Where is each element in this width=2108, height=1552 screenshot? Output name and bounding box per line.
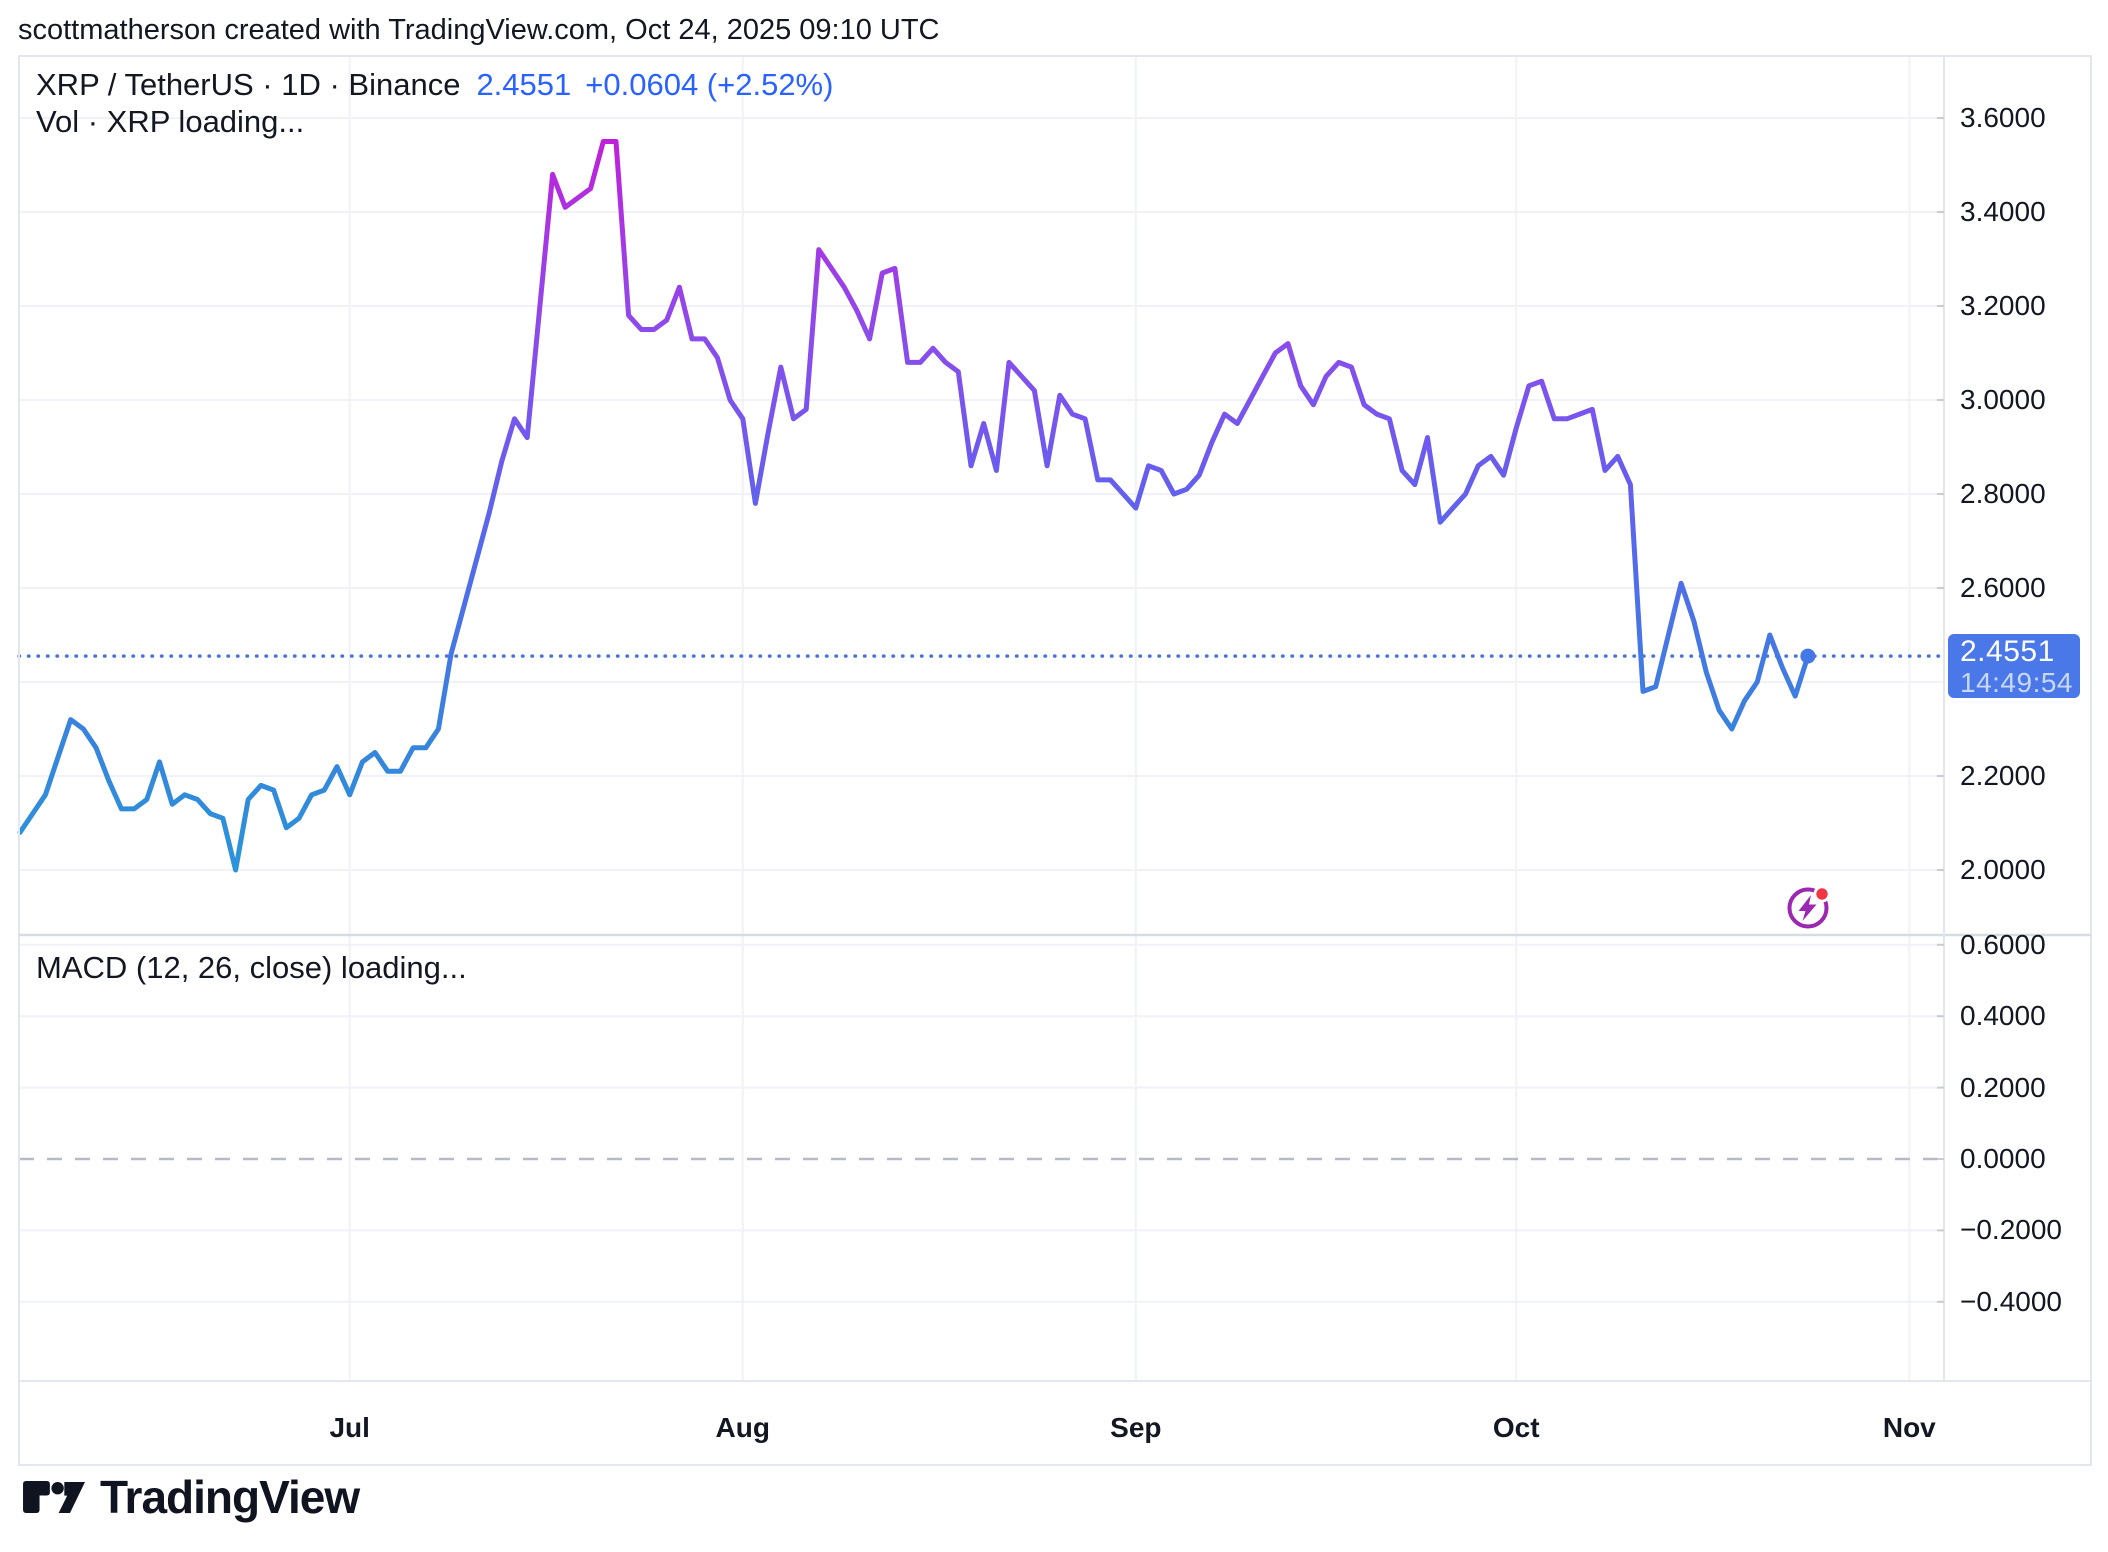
last-point-marker: [1800, 648, 1816, 664]
tradingview-logo-text: TradingView: [100, 1471, 360, 1523]
price-axis-label: 2.2000: [1960, 760, 2046, 791]
price-change-value: +0.0604 (+2.52%): [585, 67, 834, 102]
symbol-legend: XRP / TetherUS · 1D · Binance 2.4551 +0.06…: [36, 68, 833, 102]
lightning-alert-button[interactable]: [1783, 882, 1835, 934]
macd-axis-label: −0.2000: [1960, 1214, 2062, 1246]
volume-indicator-label: Vol · XRP loading...: [36, 104, 305, 139]
last-price-value: 2.4551: [476, 67, 572, 102]
month-label: Sep: [1110, 1412, 1162, 1443]
price-axis-label: 3.0000: [1960, 384, 2046, 415]
price-line-series: [17, 139, 1811, 873]
badge-price-text: 2.4551: [1960, 635, 2055, 668]
attribution-text: scottmatherson created with TradingView.…: [18, 14, 940, 46]
price-axis-label: 3.6000: [1960, 102, 2046, 133]
macd-indicator-label: MACD (12, 26, close) loading...: [36, 950, 467, 985]
lightning-icon: [1787, 885, 1831, 929]
price-axis-label: 3.2000: [1960, 290, 2046, 321]
macd-axis-label: −0.4000: [1960, 1285, 2062, 1317]
symbol-title: XRP / TetherUS · 1D · Binance: [36, 67, 461, 102]
price-axis-label: 2.0000: [1960, 854, 2046, 885]
price-axis-label: 2.8000: [1960, 478, 2046, 509]
last-price-badge: 2.4551 14:49:54: [1948, 634, 2080, 698]
month-label: Nov: [1882, 1412, 1936, 1443]
macd-axis-label: 0.6000: [1960, 928, 2046, 960]
macd-axis-label: 0.2000: [1960, 1071, 2046, 1103]
macd-axis-label: 0.0000: [1960, 1143, 2046, 1174]
price-axis-label: 3.4000: [1960, 196, 2046, 227]
macd-axis-label: 0.4000: [1960, 1000, 2046, 1032]
month-label: Jul: [329, 1412, 370, 1443]
price-axis-label: 2.6000: [1960, 572, 2046, 603]
month-label: Oct: [1492, 1412, 1540, 1443]
badge-countdown-text: 14:49:54: [1960, 667, 2073, 698]
tradingview-logo-icon: [23, 1481, 85, 1513]
tradingview-brand: TradingView: [23, 1470, 360, 1524]
month-label: Aug: [715, 1412, 770, 1443]
chart-border: [18, 55, 2092, 1466]
